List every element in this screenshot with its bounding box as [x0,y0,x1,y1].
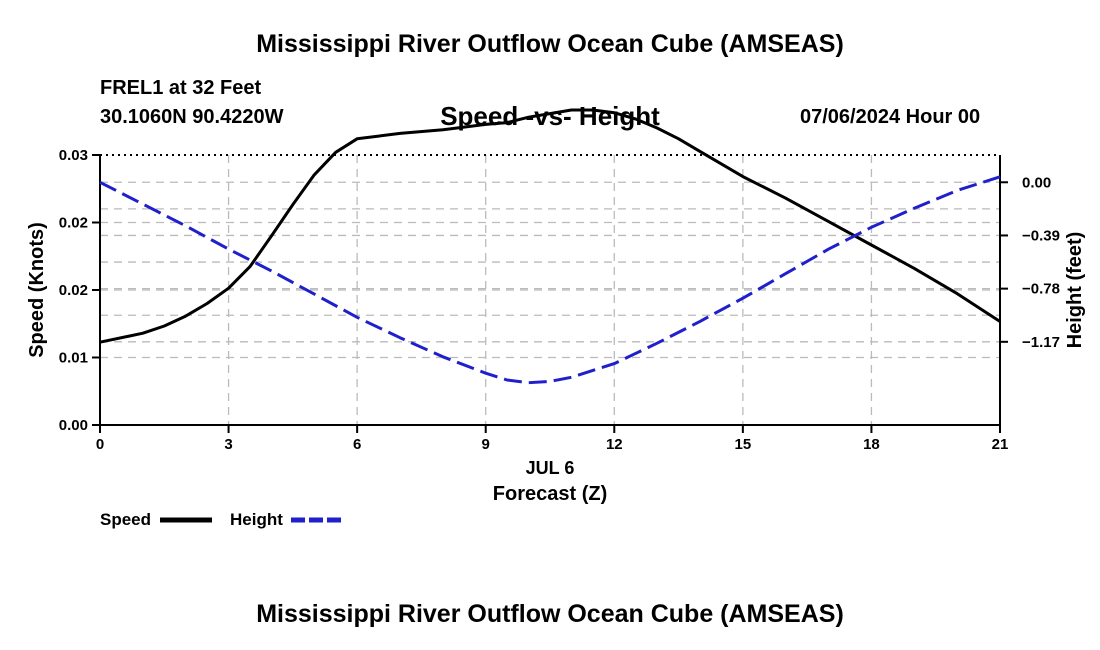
x-tick-label: 15 [735,436,752,453]
footer-title: Mississippi River Outflow Ocean Cube (AM… [256,600,844,628]
chart-title: Mississippi River Outflow Ocean Cube (AM… [256,30,844,58]
x-tick-label: 6 [353,436,361,453]
x-tick-label: 9 [482,436,490,453]
station-label: FREL1 at 32 Feet [100,77,262,99]
y-left-tick-label: 0.02 [59,282,88,299]
x-axis-title: Forecast (Z) [493,483,607,505]
y-left-axis-title: Speed (Knots) [26,222,48,358]
y-right-axis-title: Height (feet) [1064,232,1086,349]
series-line-speed [99,108,1001,344]
y-right-tick-label: −0.39 [1022,227,1060,244]
x-tick-label: 18 [863,436,880,453]
grid-lines [99,155,1001,425]
legend-height-label: Height [230,510,283,529]
y-left-tick-label: 0.03 [59,147,88,164]
legend-speed-label: Speed [100,510,151,529]
series-line-height [99,175,1001,385]
x-tick-label: 0 [96,436,104,453]
axes: 0 3 6 9 12 15 18 21 0.00 0.01 0.02 0.02 0.03 0.00 −0.3… [59,147,1060,453]
y-right-tick-label: 0.00 [1022,174,1051,191]
x-date-label: JUL 6 [526,458,575,478]
legend: Speed Height [100,510,343,529]
x-tick-label: 12 [606,436,623,453]
y-right-tick-label: −1.17 [1022,334,1060,351]
coordinates-label: 30.1060N 90.4220W [100,106,284,128]
y-right-tick-label: −0.78 [1022,281,1060,298]
x-tick-label: 21 [992,436,1009,453]
y-left-tick-label: 0.00 [59,417,88,434]
series-lines [99,108,1001,385]
axis-labels: JUL 6 Forecast (Z) Speed (Knots) Height … [26,222,1086,505]
y-left-tick-label: 0.02 [59,215,88,232]
x-tick-label: 3 [224,436,232,453]
y-left-tick-label: 0.01 [59,350,88,367]
datetime-label: 07/06/2024 Hour 00 [800,106,981,128]
